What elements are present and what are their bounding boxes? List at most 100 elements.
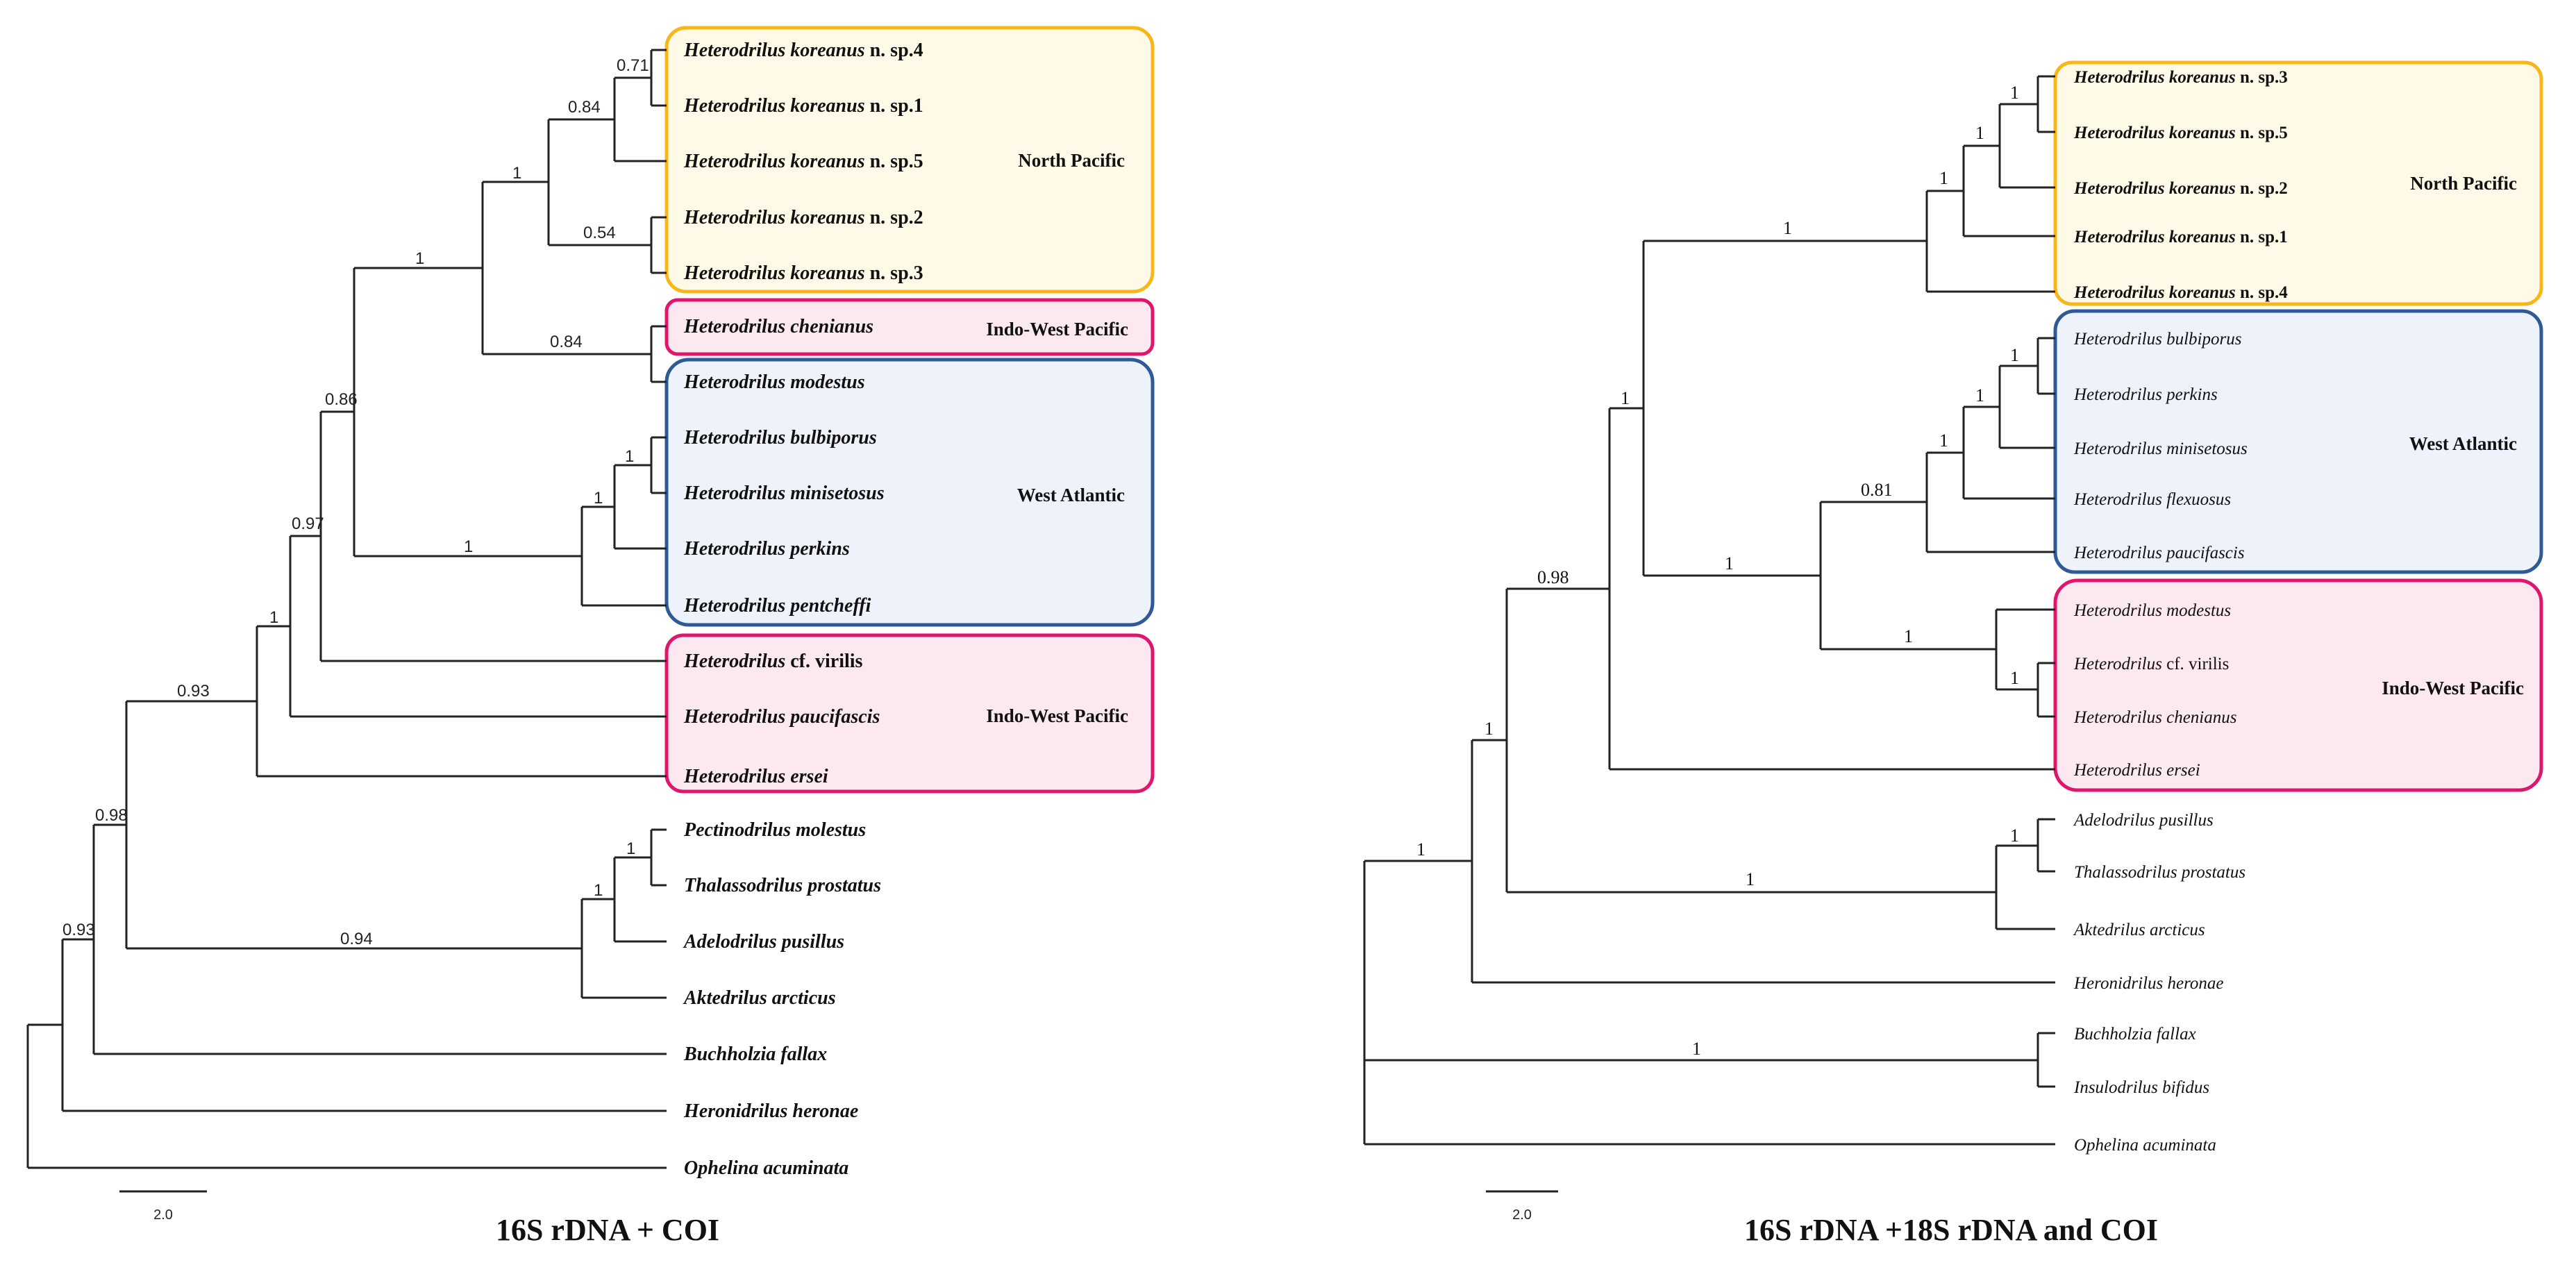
- right-support-value: 1: [1746, 869, 1755, 889]
- right-taxon: Heterodrilus koreanus n. sp.5: [2073, 124, 2288, 142]
- right-taxon: Heterodrilus koreanus n. sp.4: [2073, 283, 2288, 302]
- left-support-value: 0.84: [568, 98, 601, 117]
- right-taxon: Heterodrilus bulbiporus: [2073, 330, 2241, 349]
- left-support-value: 0.84: [550, 333, 583, 351]
- left-taxon: Heterodrilus perkins: [683, 538, 850, 560]
- right-taxon: Heterodrilus modestus: [2073, 601, 2231, 620]
- left-taxon: Heterodrilus koreanus n. sp.2: [683, 207, 923, 228]
- right-box-north-pacific: [2053, 60, 2543, 306]
- right-taxon: Thalassodrilus prostatus: [2074, 863, 2245, 882]
- left-support-value: 0.98: [95, 806, 128, 825]
- left-taxon: Adelodrilus pusillus: [683, 931, 844, 953]
- right-support-value: 1: [1975, 123, 1984, 143]
- right-taxon: Heterodrilus chenianus: [2073, 708, 2236, 727]
- right-support-value: 1: [1692, 1039, 1701, 1059]
- left-scale-bar: 2.0: [119, 1190, 207, 1223]
- right-tree-caption: 16S rDNA +18S rDNA and COI: [1744, 1213, 2158, 1247]
- right-taxon: Heterodrilus minisetosus: [2073, 439, 2248, 458]
- right-support-value: 1: [1904, 626, 1913, 646]
- left-support-value: 0.86: [325, 390, 358, 409]
- left-taxon: Heronidrilus heronae: [683, 1100, 858, 1122]
- right-support-value: 1: [1939, 430, 1948, 451]
- left-taxon: Aktedrilus arcticus: [683, 987, 836, 1009]
- left-taxon: Heterodrilus minisetosus: [683, 483, 885, 504]
- right-scale-bar: 2.0: [1486, 1190, 1558, 1223]
- right-support-value: 1: [2010, 826, 2019, 846]
- left-taxa: Heterodrilus koreanus n. sp.4 Heterodril…: [683, 40, 923, 1179]
- right-support-value: 1: [2010, 668, 2019, 688]
- right-taxon: Buchholzia fallax: [2074, 1025, 2196, 1044]
- left-region-labels: North Pacific Indo-West Pacific West Atl…: [986, 150, 1128, 726]
- right-taxon: Heterodrilus flexuosus: [2073, 490, 2231, 509]
- right-taxon: Ophelina acuminata: [2074, 1136, 2216, 1155]
- left-taxon: Pectinodrilus molestus: [683, 819, 866, 841]
- left-support-value: 0.97: [292, 514, 324, 533]
- right-support-value: 0.98: [1537, 567, 1569, 587]
- left-support-value: 1: [415, 249, 424, 268]
- left-support-value: 0.71: [617, 56, 649, 75]
- left-support-value: 1: [594, 489, 603, 508]
- left-support-values: 0.71 0.84 1 0.54 1 0.84 0.86 1 1 1 0.97 …: [62, 56, 649, 948]
- left-taxon: Heterodrilus chenianus: [683, 316, 873, 337]
- left-region-indo-west-pacific-1: Indo-West Pacific: [986, 319, 1128, 340]
- right-support-value: 1: [2010, 83, 2019, 103]
- right-support-value: 1: [1621, 388, 1630, 408]
- left-taxon: Heterodrilus cf. virilis: [683, 651, 863, 672]
- right-support-values: 1 1 1 1 1 1 1 0.81 1 1 1 1 0.98 1 1 1 1 …: [1416, 83, 2019, 1059]
- left-support-value: 1: [512, 164, 521, 183]
- right-scale-label: 2.0: [1512, 1207, 1532, 1223]
- left-region-indo-west-pacific-2: Indo-West Pacific: [986, 705, 1128, 726]
- left-taxon: Heterodrilus koreanus n. sp.1: [683, 95, 923, 117]
- right-taxon: Heterodrilus koreanus n. sp.2: [2073, 179, 2288, 198]
- left-region-north-pacific: North Pacific: [1018, 150, 1125, 171]
- left-box-north-pacific: [664, 26, 1155, 294]
- left-taxon: Heterodrilus koreanus n. sp.5: [683, 151, 923, 172]
- left-taxon: Buchholzia fallax: [683, 1044, 827, 1065]
- left-taxon: Heterodrilus koreanus n. sp.3: [683, 262, 923, 284]
- right-region-labels: North Pacific West Atlantic Indo-West Pa…: [2382, 173, 2524, 698]
- left-support-value: 0.94: [340, 930, 373, 948]
- left-box-indo-west-pacific-2: [664, 633, 1155, 794]
- left-taxon: Ophelina acuminata: [684, 1157, 848, 1179]
- right-taxon: Heterodrilus koreanus n. sp.1: [2073, 228, 2288, 246]
- right-taxon: Heterodrilus paucifascis: [2073, 544, 2245, 562]
- left-support-value: 1: [269, 608, 278, 627]
- right-support-value: 1: [2010, 345, 2019, 365]
- left-support-value: 1: [625, 447, 634, 466]
- left-taxon: Heterodrilus paucifascis: [683, 706, 880, 728]
- left-taxon: Heterodrilus ersei: [683, 766, 828, 787]
- right-taxon: Heterodrilus perkins: [2073, 385, 2218, 404]
- right-taxon: Adelodrilus pusillus: [2073, 811, 2214, 830]
- right-tree-branches: [1363, 75, 2055, 1146]
- right-support-value: 1: [1975, 385, 1984, 405]
- right-region-west-atlantic: West Atlantic: [2409, 433, 2517, 454]
- right-taxon: Heterodrilus ersei: [2073, 761, 2200, 780]
- right-taxon: Heterodrilus cf. virilis: [2073, 655, 2229, 673]
- right-support-value: 1: [1416, 839, 1425, 860]
- right-taxa: Heterodrilus koreanus n. sp.3 Heterodril…: [2073, 68, 2288, 1155]
- right-support-value: 1: [1484, 719, 1494, 739]
- left-scale-label: 2.0: [153, 1207, 173, 1223]
- left-taxon: Heterodrilus bulbiporus: [683, 427, 877, 449]
- left-support-value: 0.54: [583, 224, 616, 242]
- right-clade-boxes: [2053, 60, 2543, 792]
- right-support-value: 1: [1939, 168, 1948, 188]
- right-box-west-atlantic: [2053, 309, 2543, 574]
- left-support-value: 1: [464, 537, 473, 556]
- right-taxon: Heterodrilus koreanus n. sp.3: [2073, 68, 2288, 87]
- left-taxon: Thalassodrilus prostatus: [684, 875, 881, 896]
- right-taxon: Aktedrilus arcticus: [2073, 921, 2205, 939]
- right-region-indo-west-pacific: Indo-West Pacific: [2382, 678, 2524, 698]
- left-support-value: 1: [594, 881, 603, 900]
- left-support-value: 1: [626, 839, 635, 858]
- right-support-value: 1: [1783, 218, 1792, 238]
- left-taxon: Heterodrilus modestus: [683, 371, 865, 393]
- right-support-value: 0.81: [1861, 480, 1893, 500]
- right-taxon: Insulodrilus bifidus: [2073, 1078, 2209, 1097]
- left-support-value: 0.93: [62, 921, 95, 939]
- left-clade-boxes: [664, 26, 1155, 794]
- left-tree-caption: 16S rDNA + COI: [496, 1213, 719, 1247]
- right-support-value: 1: [1725, 553, 1734, 573]
- left-taxon: Heterodrilus pentcheffi: [683, 595, 871, 617]
